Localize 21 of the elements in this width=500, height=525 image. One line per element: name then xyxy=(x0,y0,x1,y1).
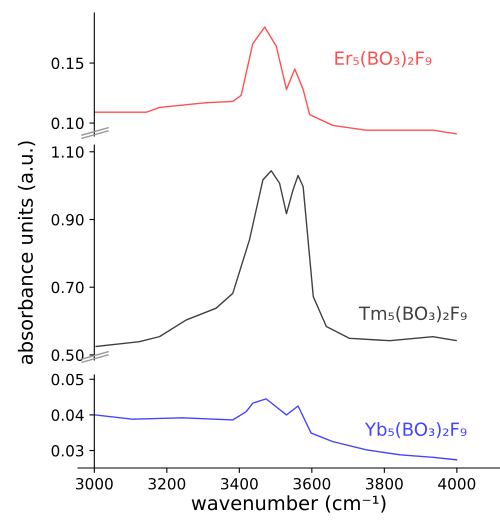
x-tick-label: 3800 xyxy=(366,478,403,490)
y-tick-label: 1.10 xyxy=(52,146,84,158)
x-tick-label: 3600 xyxy=(294,478,330,490)
series-label: Yb₅(BO₃)₂F₉ xyxy=(364,422,466,438)
y-tick-label: 0.10 xyxy=(52,118,84,130)
y-tick-label: 0.90 xyxy=(52,214,84,226)
x-tick-label: 3400 xyxy=(221,478,258,490)
y-axis-title: absorbance units (a.u.) xyxy=(18,141,36,364)
y-tick-label: 0.05 xyxy=(52,374,84,386)
y-tick-label: 0.50 xyxy=(52,349,84,361)
y-tick-label: 0.70 xyxy=(52,282,84,294)
series-label: Tm₅(BO₃)₂F₉ xyxy=(358,306,467,322)
y-tick-label: 0.04 xyxy=(52,409,84,421)
y-tick-label: 0.03 xyxy=(52,445,84,457)
text: Er₅(BO₃)₂F₉ xyxy=(335,51,432,68)
x-axis-title: wavenumber (cm⁻¹) xyxy=(192,495,386,513)
y-tick-label: 0.15 xyxy=(52,58,84,70)
x-tick-label: 4000 xyxy=(438,478,476,490)
x-tick-label: 3200 xyxy=(148,478,186,490)
line-series xyxy=(94,26,457,135)
x-tick-label: 3000 xyxy=(76,478,113,490)
